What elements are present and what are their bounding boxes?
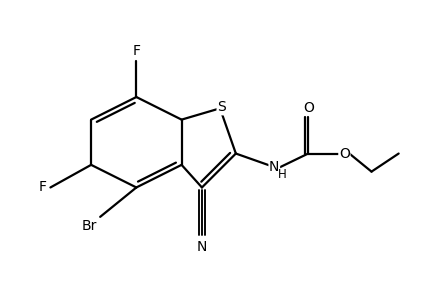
Text: S: S <box>217 100 226 114</box>
Text: F: F <box>132 44 140 58</box>
Text: O: O <box>302 101 313 115</box>
Text: H: H <box>277 168 286 181</box>
Text: O: O <box>338 147 349 161</box>
Text: Br: Br <box>81 219 96 233</box>
Text: N: N <box>268 160 279 174</box>
Text: N: N <box>196 240 207 254</box>
Text: F: F <box>39 180 47 194</box>
